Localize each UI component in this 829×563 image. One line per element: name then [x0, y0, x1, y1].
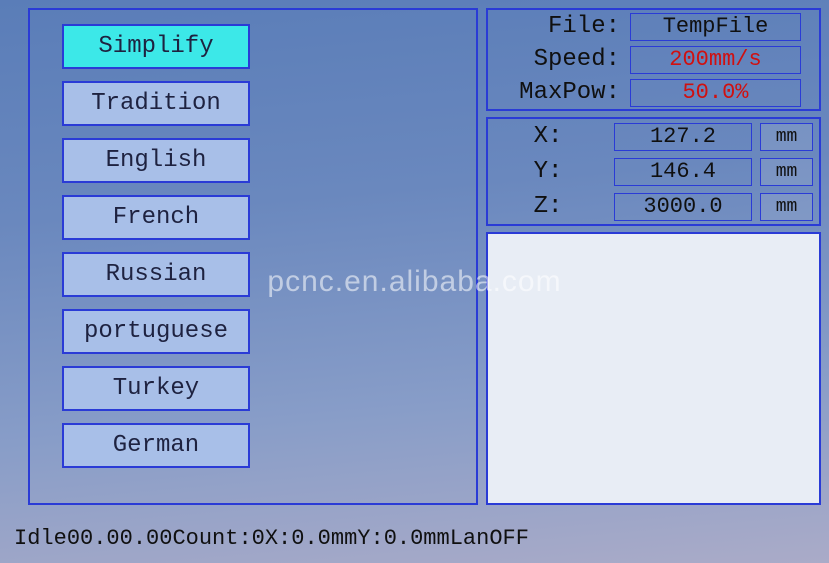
y-label: Y:	[488, 158, 608, 185]
status-count-label: Count:	[172, 526, 251, 551]
preview-area	[486, 232, 821, 505]
lang-item-tradition[interactable]: Tradition	[62, 81, 250, 126]
x-unit: mm	[760, 123, 813, 151]
language-menu-panel: Simplify Tradition English French Russia…	[28, 8, 478, 505]
status-x-value: 0.0mm	[291, 526, 357, 551]
coordinates-panel: X: 127.2 mm Y: 146.4 mm Z: 3000.0 mm	[486, 117, 821, 226]
lang-label: Russian	[106, 261, 207, 288]
lang-item-portuguese[interactable]: portuguese	[62, 309, 250, 354]
status-y-value: 0.0mm	[384, 526, 450, 551]
cnc-controller-screen: Simplify Tradition English French Russia…	[0, 0, 829, 563]
lang-label: portuguese	[84, 318, 228, 345]
lang-label: German	[113, 432, 199, 459]
speed-value: 200mm/s	[630, 46, 801, 74]
lang-label: Tradition	[91, 90, 221, 117]
file-info-panel: File: TempFile Speed: 200mm/s MaxPow: 50…	[486, 8, 821, 111]
x-label: X:	[488, 123, 608, 150]
lang-label: English	[106, 147, 207, 174]
y-value: 146.4	[614, 158, 752, 186]
lang-item-turkey[interactable]: Turkey	[62, 366, 250, 411]
status-y-label: Y:	[357, 526, 383, 551]
lang-item-simplify[interactable]: Simplify	[62, 24, 250, 69]
x-value: 127.2	[614, 123, 752, 151]
lang-label: Simplify	[98, 33, 213, 60]
status-x-label: X:	[265, 526, 291, 551]
file-label: File:	[488, 13, 628, 40]
status-count-value: 0	[252, 526, 265, 551]
lang-item-russian[interactable]: Russian	[62, 252, 250, 297]
lang-item-french[interactable]: French	[62, 195, 250, 240]
status-state: Idle	[14, 526, 67, 551]
z-value: 3000.0	[614, 193, 752, 221]
lang-label: Turkey	[113, 375, 199, 402]
maxpow-value: 50.0%	[630, 79, 801, 107]
speed-label: Speed:	[488, 46, 628, 73]
maxpow-label: MaxPow:	[488, 79, 628, 106]
status-lan-label: Lan	[450, 526, 490, 551]
main-area: Simplify Tradition English French Russia…	[0, 0, 829, 513]
status-lan-value: OFF	[489, 526, 529, 551]
lang-item-german[interactable]: German	[62, 423, 250, 468]
lang-item-english[interactable]: English	[62, 138, 250, 183]
z-unit: mm	[760, 193, 813, 221]
status-bar: Idle 00.00.00 Count: 0 X: 0.0mm Y: 0.0mm…	[0, 513, 829, 563]
lang-label: French	[113, 204, 199, 231]
file-value: TempFile	[630, 13, 801, 41]
y-unit: mm	[760, 158, 813, 186]
status-time: 00.00.00	[67, 526, 173, 551]
z-label: Z:	[488, 193, 608, 220]
